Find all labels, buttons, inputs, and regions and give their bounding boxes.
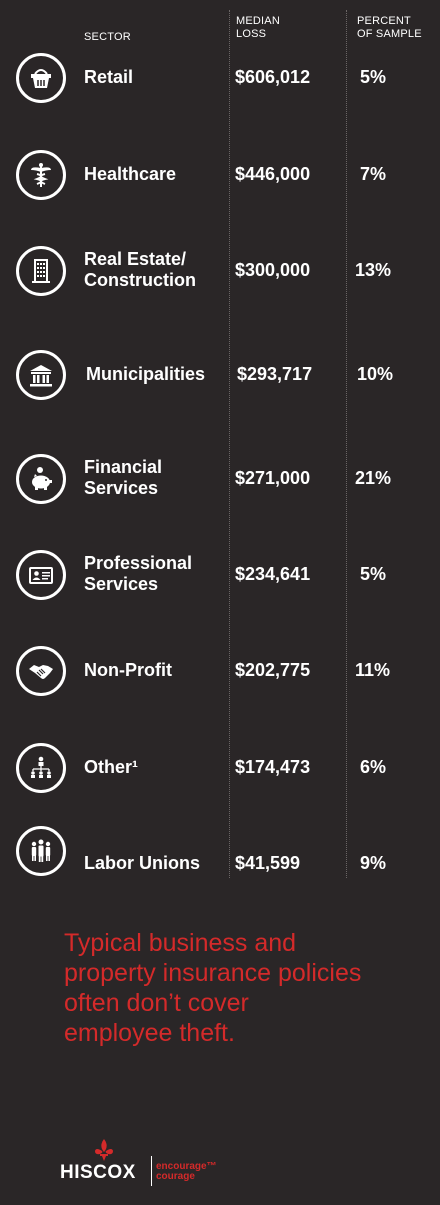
median-loss-value: $300,000 xyxy=(235,260,311,280)
logo-divider xyxy=(151,1156,152,1186)
sector-label: Labor Unions xyxy=(84,853,200,873)
table-row: Labor Unions $41,599 9% xyxy=(0,821,440,891)
org-chart-icon xyxy=(16,743,66,793)
median-loss-value: $174,473 xyxy=(235,757,311,777)
sector-label: Healthcare xyxy=(84,164,177,184)
table-row: Retail $606,012 5% xyxy=(0,50,440,120)
percent-value: 5% xyxy=(360,564,387,584)
sector-label: Financial Services xyxy=(84,457,163,498)
fleur-de-lis-icon xyxy=(95,1139,113,1161)
sector-label: Non-Profit xyxy=(84,660,172,680)
tagline: Typical business and property insurance … xyxy=(64,929,362,1047)
percent-value: 5% xyxy=(360,67,387,87)
median-loss-value: $271,000 xyxy=(235,468,311,488)
id-card-icon xyxy=(16,550,66,600)
percent-value: 13% xyxy=(355,260,392,280)
column-divider xyxy=(346,10,347,878)
people-group-icon xyxy=(16,826,66,876)
column-divider xyxy=(229,10,230,878)
median-loss-value: $41,599 xyxy=(235,853,301,873)
hiscox-wordmark: HISCOX xyxy=(60,1162,136,1183)
percent-value: 6% xyxy=(360,757,387,777)
piggy-bank-icon xyxy=(16,454,66,504)
percent-value: 11% xyxy=(355,660,391,680)
table-row: Real Estate/ Construction $300,000 13% xyxy=(0,243,440,313)
table-row: Other¹ $174,473 6% xyxy=(0,740,440,810)
sector-label: Municipalities xyxy=(86,364,206,384)
table-row: Healthcare $446,000 7% xyxy=(0,147,440,217)
median-loss-value: $234,641 xyxy=(235,564,311,584)
median-loss-value: $293,717 xyxy=(237,364,313,384)
percent-value: 9% xyxy=(360,853,387,873)
sector-column-header: SECTOR xyxy=(84,31,131,43)
logo-tagline: encourage™ courage xyxy=(156,1161,217,1182)
percent-value: 21% xyxy=(355,468,392,488)
caduceus-icon xyxy=(16,150,66,200)
table-row: Professional Services $234,641 5% xyxy=(0,547,440,617)
sector-label: Real Estate/ Construction xyxy=(84,249,196,290)
sector-label: Retail xyxy=(84,67,134,87)
median-loss-value: $446,000 xyxy=(235,164,311,184)
percent-value: 10% xyxy=(357,364,394,384)
median-loss-column-header: MEDIAN LOSS xyxy=(236,15,280,40)
hiscox-logo: HISCOX encourage™ courage xyxy=(60,1138,260,1188)
building-icon xyxy=(16,246,66,296)
table-row: Non-Profit $202,775 11% xyxy=(0,643,440,713)
table-row: Municipalities $293,717 10% xyxy=(0,347,440,417)
percent-column-header: PERCENT OF SAMPLE xyxy=(357,15,422,40)
shopping-basket-icon xyxy=(16,53,66,103)
handshake-icon xyxy=(16,646,66,696)
median-loss-value: $202,775 xyxy=(235,660,311,680)
government-building-icon xyxy=(16,350,66,400)
sector-label: Other¹ xyxy=(84,757,138,777)
sector-label: Professional Services xyxy=(84,553,193,594)
percent-value: 7% xyxy=(360,164,387,184)
table-row: Financial Services $271,000 21% xyxy=(0,451,440,521)
median-loss-value: $606,012 xyxy=(235,67,311,87)
